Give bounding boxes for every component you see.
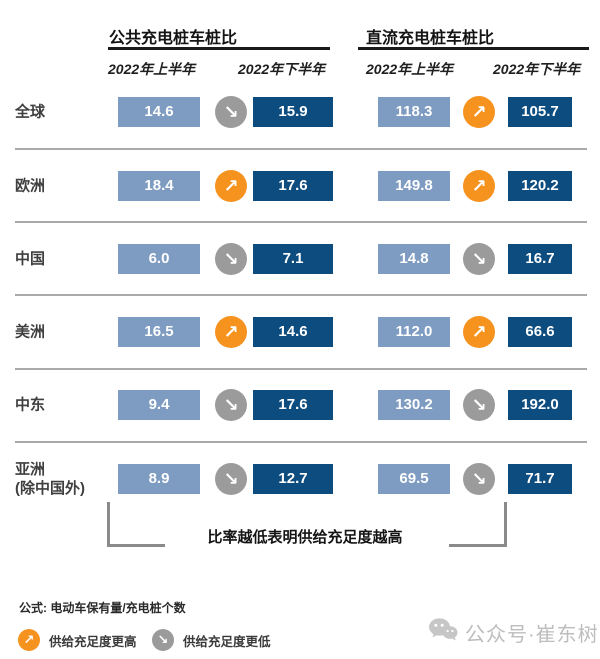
dc-col-header-h1: 2022年上半年 xyxy=(366,61,454,77)
trend-up-arrow-icon: ↗ xyxy=(215,170,247,202)
trend-down-arrow-icon: ↘ xyxy=(215,243,247,275)
public-h2-value: 17.6 xyxy=(253,390,333,420)
formula-note: 公式: 电动车保有量/充电桩个数 xyxy=(19,601,186,615)
trend-up-arrow-icon: ↗ xyxy=(215,316,247,348)
row-separator xyxy=(15,148,587,150)
public-h1-value: 14.6 xyxy=(118,97,200,127)
table-row: 全球 14.6 ↘ 15.9 118.3 ↗ 105.7 xyxy=(0,96,600,128)
dc-h1-value: 149.8 xyxy=(378,171,450,201)
table-row: 亚洲 (除中国外) 8.9 ↘ 12.7 69.5 ↘ 71.7 xyxy=(0,461,600,497)
public-h2-value: 15.9 xyxy=(253,97,333,127)
watermark: 公众号·崔东树 xyxy=(428,617,599,647)
row-separator xyxy=(15,221,587,223)
public-h2-value: 12.7 xyxy=(253,464,333,494)
public-col-header-h2: 2022年下半年 xyxy=(238,61,326,77)
trend-up-arrow-icon: ↗ xyxy=(463,96,495,128)
watermark-text: 公众号·崔东树 xyxy=(465,623,599,646)
dc-h1-value: 130.2 xyxy=(378,390,450,420)
public-h2-value: 14.6 xyxy=(253,317,333,347)
table-row: 欧洲 18.4 ↗ 17.6 149.8 ↗ 120.2 xyxy=(0,170,600,202)
table-row: 中东 9.4 ↘ 17.6 130.2 ↘ 192.0 xyxy=(0,389,600,421)
legend-item-up: ↗ 供给充足度更高 xyxy=(18,629,137,651)
trend-up-arrow-icon: ↗ xyxy=(463,316,495,348)
dc-h2-value: 192.0 xyxy=(508,390,572,420)
dc-h1-value: 118.3 xyxy=(378,97,450,127)
trend-down-arrow-icon: ↘ xyxy=(463,463,495,495)
public-h1-value: 16.5 xyxy=(118,317,200,347)
public-h1-value: 6.0 xyxy=(118,244,200,274)
table-row: 美洲 16.5 ↗ 14.6 112.0 ↗ 66.6 xyxy=(0,316,600,348)
legend-up-label: 供给充足度更高 xyxy=(49,634,137,649)
region-label: 美洲 xyxy=(15,323,46,341)
public-h1-value: 8.9 xyxy=(118,464,200,494)
region-label: 亚洲 (除中国外) xyxy=(15,461,85,497)
trend-up-arrow-icon: ↗ xyxy=(18,629,40,651)
trend-down-arrow-icon: ↘ xyxy=(152,629,174,651)
trend-down-arrow-icon: ↘ xyxy=(215,389,247,421)
dc-col-header-h2: 2022年下半年 xyxy=(493,61,581,77)
dc-h1-value: 69.5 xyxy=(378,464,450,494)
region-label: 中东 xyxy=(15,396,46,414)
public-h2-value: 7.1 xyxy=(253,244,333,274)
public-col-header-h1: 2022年上半年 xyxy=(108,61,196,77)
row-separator xyxy=(15,294,587,296)
trend-down-arrow-icon: ↘ xyxy=(215,463,247,495)
public-h1-value: 9.4 xyxy=(118,390,200,420)
dc-h2-value: 71.7 xyxy=(508,464,572,494)
public-group-title: 公共充电桩车桩比 xyxy=(109,30,238,47)
public-h1-value: 18.4 xyxy=(118,171,200,201)
legend-down-label: 供给充足度更低 xyxy=(183,634,271,649)
trend-up-arrow-icon: ↗ xyxy=(463,170,495,202)
public-group-underline xyxy=(108,47,330,50)
table-row: 中国 6.0 ↘ 7.1 14.8 ↘ 16.7 xyxy=(0,243,600,275)
dc-h2-value: 66.6 xyxy=(508,317,572,347)
trend-down-arrow-icon: ↘ xyxy=(215,96,247,128)
region-label: 全球 xyxy=(15,103,46,121)
left-bracket xyxy=(107,502,165,547)
region-label: 欧洲 xyxy=(15,177,46,195)
right-bracket xyxy=(449,502,507,547)
dc-h1-value: 112.0 xyxy=(378,317,450,347)
chart-note: 比率越低表明供给充足度越高 xyxy=(207,529,403,546)
trend-down-arrow-icon: ↘ xyxy=(463,389,495,421)
dc-h2-value: 120.2 xyxy=(508,171,572,201)
region-label: 中国 xyxy=(15,250,46,268)
legend-item-down: ↘ 供给充足度更低 xyxy=(152,629,271,651)
row-separator xyxy=(15,441,587,443)
dc-h2-value: 16.7 xyxy=(508,244,572,274)
row-separator xyxy=(15,368,587,370)
wechat-icon xyxy=(428,617,458,647)
dc-h1-value: 14.8 xyxy=(378,244,450,274)
dc-group-underline xyxy=(358,47,589,50)
dc-group-title: 直流充电桩车桩比 xyxy=(366,30,495,47)
dc-h2-value: 105.7 xyxy=(508,97,572,127)
public-h2-value: 17.6 xyxy=(253,171,333,201)
trend-down-arrow-icon: ↘ xyxy=(463,243,495,275)
